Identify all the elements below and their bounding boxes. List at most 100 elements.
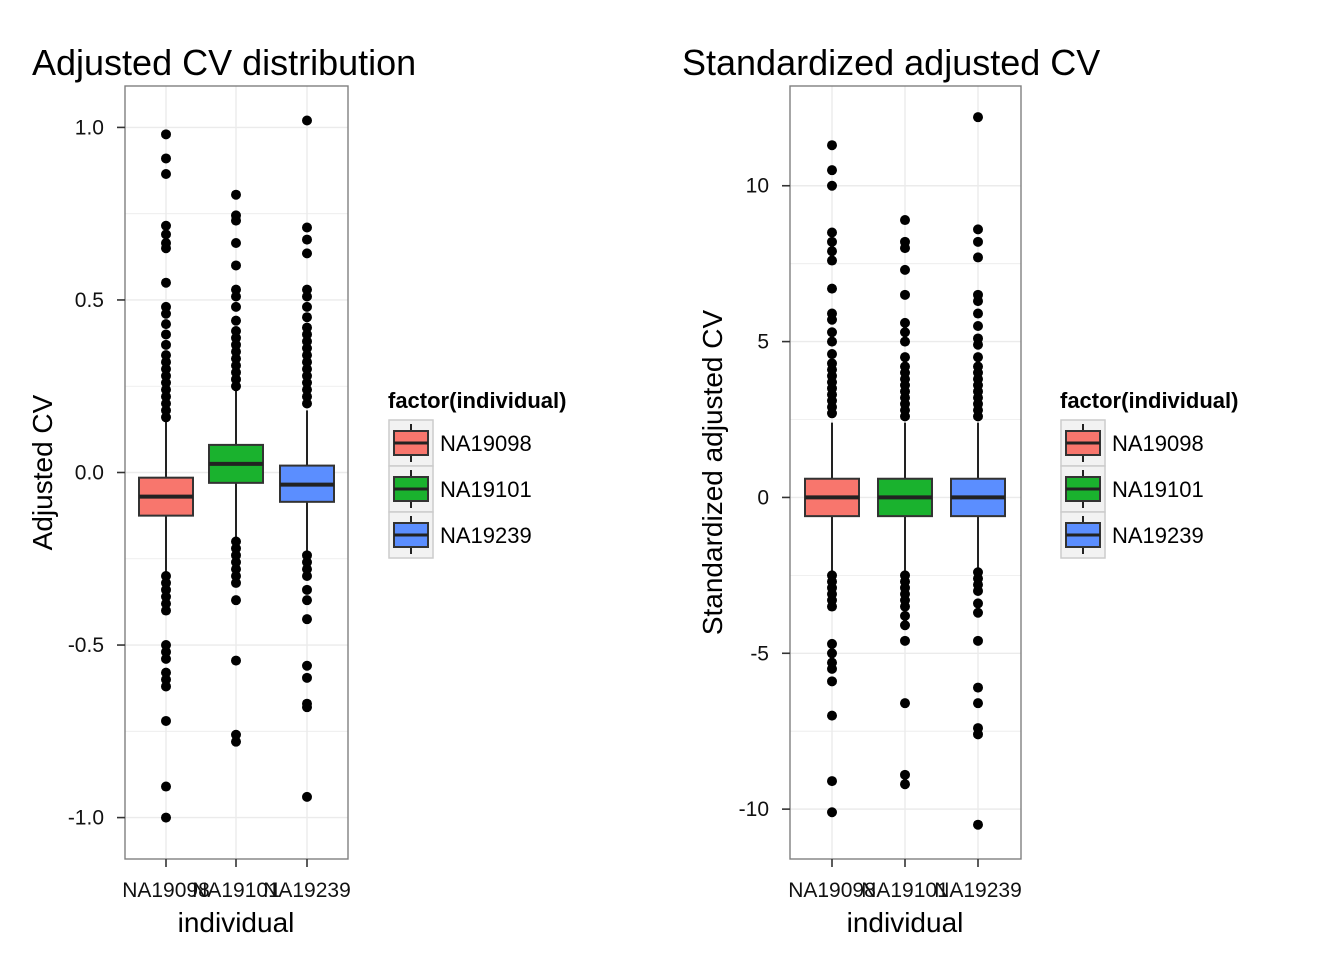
outlier-point bbox=[161, 577, 171, 588]
outlier-point bbox=[900, 264, 910, 275]
outlier-point bbox=[900, 610, 910, 621]
outlier-point bbox=[161, 715, 171, 726]
outlier-point bbox=[827, 710, 837, 721]
outlier-point bbox=[161, 605, 171, 616]
outlier-point bbox=[161, 412, 171, 423]
x-tick-label: NA19239 bbox=[263, 879, 351, 902]
legend-title: factor(individual) bbox=[388, 388, 566, 413]
outlier-point bbox=[302, 343, 312, 354]
outlier-point bbox=[161, 363, 171, 374]
chart-panel-2: 1050-5-10NA19098NA19101NA19239Standardiz… bbox=[682, 42, 1238, 938]
legend: factor(individual) NA19098 NA19101 NA19239 bbox=[388, 388, 566, 559]
outlier-point bbox=[900, 779, 910, 790]
legend-label: NA19098 bbox=[440, 431, 532, 456]
y-tick-label: 5 bbox=[757, 331, 769, 354]
outlier-point bbox=[161, 667, 171, 678]
outliers-NA19101 bbox=[231, 189, 241, 747]
outlier-point bbox=[231, 381, 241, 392]
outlier-point bbox=[827, 255, 837, 266]
x-tick-label: NA19101 bbox=[192, 879, 280, 902]
chart-title: Adjusted CV distribution bbox=[32, 42, 416, 83]
outlier-point bbox=[827, 140, 837, 151]
outliers-NA19098 bbox=[161, 129, 171, 823]
outlier-point bbox=[900, 620, 910, 631]
outlier-point bbox=[302, 222, 312, 233]
outlier-point bbox=[302, 284, 312, 295]
legend-item-NA19098: NA19098 bbox=[388, 419, 532, 467]
outlier-point bbox=[231, 374, 241, 385]
outlier-point bbox=[161, 598, 171, 609]
outlier-point bbox=[161, 168, 171, 179]
outlier-point bbox=[900, 336, 910, 347]
outlier-point bbox=[161, 377, 171, 388]
legend-label: NA19098 bbox=[1112, 431, 1204, 456]
legend-item-NA19101: NA19101 bbox=[388, 465, 532, 513]
outlier-point bbox=[900, 601, 910, 612]
outlier-point bbox=[302, 248, 312, 259]
outliers-NA19101 bbox=[900, 215, 910, 790]
outlier-point bbox=[827, 807, 837, 818]
outlier-point bbox=[231, 577, 241, 588]
outlier-point bbox=[973, 339, 983, 350]
outlier-point bbox=[231, 360, 241, 371]
legend-label: NA19101 bbox=[440, 477, 532, 502]
legend: factor(individual) NA19098 NA19101 NA19239 bbox=[1060, 388, 1238, 559]
y-tick-label: -5 bbox=[750, 642, 769, 665]
outlier-point bbox=[231, 367, 241, 378]
outlier-point bbox=[302, 322, 312, 333]
outlier-point bbox=[973, 698, 983, 709]
outlier-point bbox=[827, 327, 837, 338]
outlier-point bbox=[161, 384, 171, 395]
y-tick-label: 1.0 bbox=[75, 116, 104, 139]
outlier-point bbox=[973, 585, 983, 596]
outlier-point bbox=[302, 557, 312, 568]
outliers-NA19098 bbox=[827, 140, 837, 818]
outlier-point bbox=[231, 550, 241, 561]
outlier-point bbox=[827, 165, 837, 176]
outlier-point bbox=[302, 357, 312, 368]
outlier-point bbox=[973, 607, 983, 618]
y-tick-label: 0.0 bbox=[75, 462, 104, 485]
outlier-point bbox=[973, 308, 983, 319]
outlier-point bbox=[302, 329, 312, 340]
outlier-point bbox=[231, 315, 241, 326]
y-axis: 1.0 0.5 0.0 -0.5 -1.0 bbox=[68, 116, 125, 830]
outlier-point bbox=[302, 350, 312, 361]
outlier-point bbox=[827, 663, 837, 674]
outlier-point bbox=[827, 776, 837, 787]
outlier-point bbox=[302, 301, 312, 312]
x-tick-label: NA19101 bbox=[861, 879, 949, 902]
outlier-point bbox=[900, 317, 910, 328]
outlier-point bbox=[900, 769, 910, 780]
legend-label: NA19239 bbox=[440, 523, 532, 548]
outlier-point bbox=[827, 283, 837, 294]
x-tick-label: NA19098 bbox=[122, 879, 210, 902]
outlier-point bbox=[302, 312, 312, 323]
x-tick-label: NA19098 bbox=[788, 879, 876, 902]
outlier-point bbox=[161, 584, 171, 595]
outlier-point bbox=[231, 543, 241, 554]
outlier-point bbox=[231, 284, 241, 295]
outlier-point bbox=[827, 408, 837, 419]
y-tick-label: 10 bbox=[746, 175, 769, 198]
outlier-point bbox=[161, 129, 171, 140]
outlier-point bbox=[302, 370, 312, 381]
y-axis-title: Adjusted CV bbox=[27, 394, 58, 550]
outlier-point bbox=[827, 227, 837, 238]
outlier-point bbox=[161, 571, 171, 582]
outlier-point bbox=[973, 598, 983, 609]
outlier-point bbox=[302, 377, 312, 388]
outlier-point bbox=[161, 153, 171, 164]
y-axis: 10 5 0 -5 -10 bbox=[739, 175, 790, 821]
outlier-point bbox=[827, 246, 837, 257]
outlier-point bbox=[302, 291, 312, 302]
outlier-point bbox=[161, 329, 171, 340]
outlier-point bbox=[973, 252, 983, 263]
outlier-point bbox=[827, 638, 837, 649]
outlier-point bbox=[231, 189, 241, 200]
outlier-point bbox=[302, 336, 312, 347]
outlier-point bbox=[900, 698, 910, 709]
outlier-point bbox=[973, 411, 983, 422]
legend-item-NA19239: NA19239 bbox=[1060, 511, 1204, 559]
